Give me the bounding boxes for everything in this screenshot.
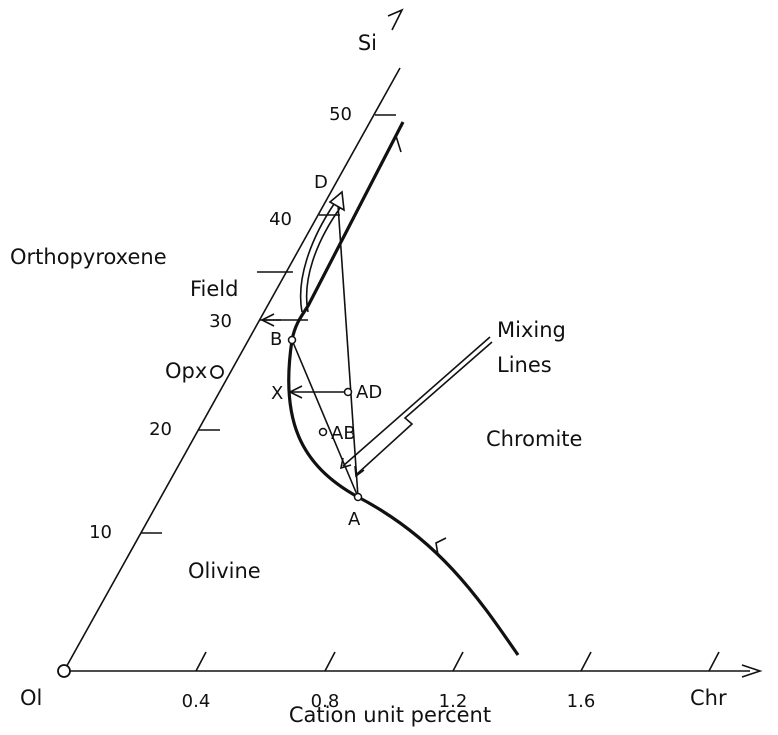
- point-label: X: [271, 383, 283, 404]
- mixing-leader-zigzag: [356, 341, 493, 475]
- si-label: Si: [358, 31, 377, 55]
- ol-point: [57, 664, 71, 678]
- leader-heads: [339, 457, 365, 478]
- x-tick-label: 0.8: [311, 691, 340, 712]
- mixing-label: Mixing: [497, 318, 566, 342]
- y-tick-label: 30: [209, 311, 232, 332]
- x-axis-arrow: [741, 664, 763, 678]
- point-label: B: [270, 329, 282, 350]
- x-tick: [580, 651, 592, 672]
- point-ab: [318, 427, 328, 437]
- x-axis-title: Cation unit percent: [289, 703, 491, 727]
- x-tick-label: 0.4: [182, 691, 211, 712]
- arrow-head: [288, 385, 303, 399]
- opx-point: [210, 365, 224, 379]
- si-arrow: [387, 8, 404, 31]
- point-label: AB: [331, 423, 356, 444]
- olivine-label: Olivine: [188, 559, 261, 583]
- point-b: [287, 335, 297, 345]
- x-tick: [708, 651, 720, 672]
- x-tick-label: 1.2: [439, 691, 468, 712]
- chromite-label: Chromite: [486, 427, 582, 451]
- x-tick: [452, 651, 464, 672]
- hollow-arrow-head: [328, 190, 345, 212]
- mixing-leader: [342, 336, 491, 467]
- point-label: A: [348, 509, 361, 530]
- x-tick: [195, 651, 207, 672]
- arrow-head: [260, 313, 275, 327]
- y-tick-label: 20: [149, 419, 172, 440]
- x-tick-label: 1.6: [567, 691, 596, 712]
- y-tick-label: 10: [89, 522, 112, 543]
- point-label: AD: [356, 382, 382, 403]
- point-ad: [343, 387, 353, 397]
- line-a-b: [291, 339, 359, 498]
- ol-label: Ol: [20, 686, 42, 710]
- point-label: D: [314, 172, 328, 193]
- curve-arrow: [387, 134, 402, 153]
- curve-arrow: [435, 537, 447, 556]
- line-a-d: [337, 204, 359, 498]
- chr-label: Chr: [690, 686, 727, 710]
- hollow-arrow-shaft: [299, 203, 341, 313]
- point-a: [353, 492, 363, 502]
- y-tick-label: 40: [269, 209, 292, 230]
- x-tick: [324, 651, 336, 672]
- si-axis: [63, 67, 401, 672]
- opx-label: Opx: [165, 359, 207, 383]
- field-label: Orthopyroxene: [10, 245, 167, 269]
- y-tick-label: 50: [329, 104, 352, 125]
- cotectic-curve: [287, 121, 520, 656]
- mixing-label: Lines: [497, 353, 552, 377]
- x-tick-marks: [195, 651, 720, 672]
- field-label: Field: [190, 277, 238, 301]
